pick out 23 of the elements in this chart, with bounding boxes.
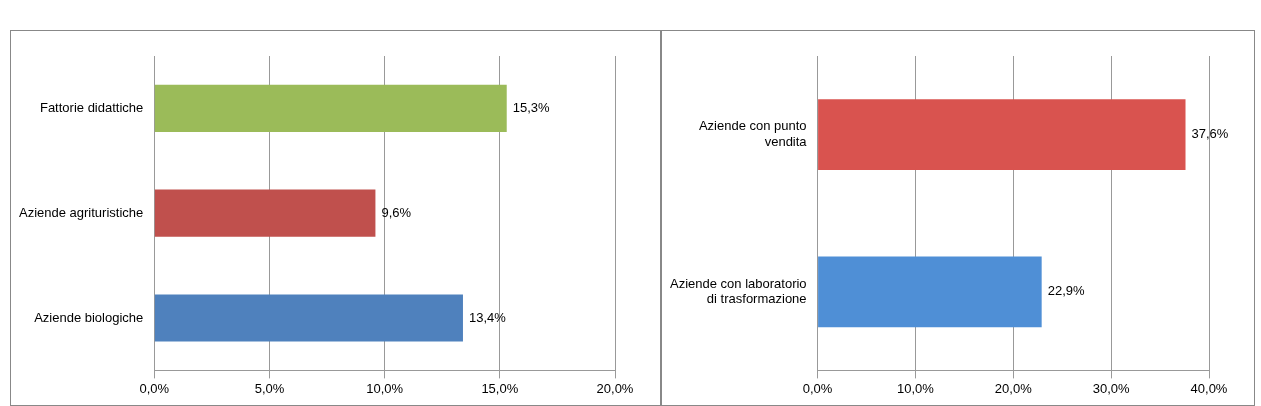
data-label: 37,6%	[1191, 126, 1229, 142]
x-tick-label: 0,0%	[802, 380, 833, 396]
data-label: 9,6%	[381, 204, 412, 220]
y-tick-label: Aziende con laboratorio di trasformazione	[670, 275, 807, 307]
x-tick-label: 30,0%	[1092, 380, 1131, 396]
bar	[154, 189, 376, 237]
data-label: 15,3%	[512, 99, 551, 115]
y-tick-label: Fattorie didattiche	[39, 99, 144, 115]
x-tick-label: 5,0%	[254, 380, 285, 396]
x-tick-label: 10,0%	[366, 380, 404, 396]
x-tick-label: 20,0%	[994, 380, 1033, 396]
y-tick-label: Aziende con punto vendita	[698, 118, 808, 149]
bar	[154, 84, 507, 132]
x-tick-label: 15,0%	[481, 380, 519, 396]
data-label: 13,4%	[468, 309, 507, 325]
bar	[154, 294, 463, 342]
x-tick-label: 20,0%	[596, 380, 634, 396]
x-tick-label: 0,0%	[139, 380, 170, 396]
y-tick-label: Aziende biologiche	[34, 309, 144, 325]
data-label: 22,9%	[1047, 283, 1085, 299]
x-tick-label: 40,0%	[1190, 380, 1228, 396]
x-tick-label: 10,0%	[897, 380, 935, 396]
y-tick-label: Aziende agrituristiche	[18, 204, 144, 220]
